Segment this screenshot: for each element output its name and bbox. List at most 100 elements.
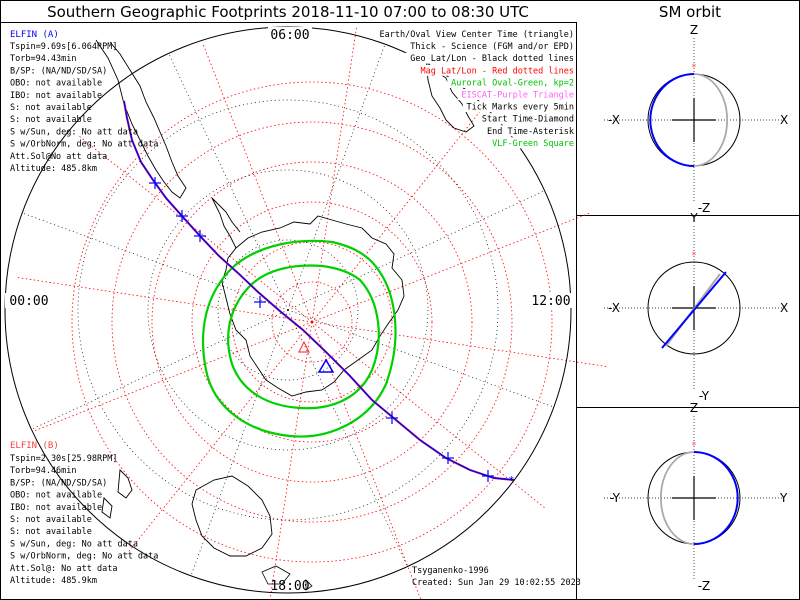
legend-entry: Auroral Oval-Green, kp=2	[451, 78, 574, 88]
geo-grid	[22, 44, 554, 576]
australia-outline	[191, 475, 273, 557]
legend-bg	[483, 125, 574, 137]
axis-label-bottom: -Y	[699, 389, 710, 403]
legend: Earth/Oval View Center Time (triangle) Th…	[374, 28, 574, 149]
info-line: S w/Sun, deg: No att data	[10, 127, 138, 137]
info-line: Att.Sol@No att data	[10, 152, 107, 162]
geo-lat-circle	[217, 239, 359, 381]
legend-bg	[447, 76, 574, 88]
axis-label-left: -Y	[610, 491, 621, 505]
polar-map: *	[4, 25, 609, 600]
info-line: IBO: not available	[10, 91, 102, 101]
legend-entry: VLF-Green Square	[492, 139, 574, 149]
info-line: Tspin=2.30s[25.98RPM]	[10, 454, 117, 464]
legend-entry: Tick Marks every 5min	[467, 103, 574, 113]
axis-label-right: Y	[779, 491, 788, 505]
orbit-panel-1: * Z -Z -X X	[604, 23, 788, 215]
figure-title: Southern Geographic Footprints 2018-11-1…	[47, 3, 529, 21]
elfin-a-track	[123, 100, 515, 481]
mag-lon-line	[311, 25, 358, 323]
hour-label-00: 00:00	[9, 294, 48, 309]
axis-label-right: X	[780, 113, 788, 127]
orbit-a-path	[693, 451, 739, 545]
elfin-b-track	[122, 100, 515, 482]
orbit-panel-3: * Z -Z -Y Y	[604, 401, 788, 593]
info-line: Tspin=9.69s[6.064RPM]	[10, 42, 117, 52]
mag-lon-line	[124, 321, 313, 557]
legend-bg	[488, 137, 574, 149]
info-line: IBO: not available	[10, 503, 102, 513]
hour-label-06: 06:00	[270, 28, 309, 43]
elfin-b-view-center-triangle	[298, 340, 310, 353]
axis-label-top: Y	[689, 211, 698, 225]
axis-label-bottom: -Z	[698, 201, 711, 215]
orbit-b-path	[693, 73, 729, 167]
elfin-b-info: ELFIN (B) Tspin=2.30s[25.98RPM] Torb=94.4…	[10, 441, 158, 586]
geo-lon-line	[287, 44, 386, 311]
mag-lat-circle	[231, 241, 393, 403]
legend-entry: Thick - Science (FGM and/or EPD)	[410, 42, 574, 52]
axis-label-right: X	[780, 301, 788, 315]
info-line: OBO: not available	[10, 491, 102, 501]
oval-inner	[227, 264, 380, 410]
mag-lat-circle	[271, 281, 353, 363]
info-line: Att.Sol@: No att data	[10, 564, 117, 574]
legend-entry: End Time-Asterisk	[487, 127, 574, 137]
info-line: Torb=94.46min	[10, 466, 77, 476]
orbit-a-path	[649, 73, 695, 167]
legend-bg	[478, 113, 574, 125]
orbit-marker: *	[691, 251, 696, 261]
hour-top-bg	[268, 27, 312, 41]
info-line: Torb=94.43min	[10, 54, 77, 64]
axis-label-bottom: -Z	[698, 579, 711, 593]
model-label: Tsyganenko-1996	[412, 566, 489, 576]
oval-outer	[201, 239, 397, 438]
legend-entry: Geo Lat/Lon - Black dotted lines	[410, 54, 574, 64]
legend-entry: Start Time-Diamond	[482, 115, 574, 125]
mag-lat-circle	[111, 121, 513, 523]
axis-label-top: Z	[690, 23, 698, 37]
info-line: B/SP: (NA/ND/SD/SA)	[10, 478, 107, 488]
info-line: S: not available	[10, 515, 92, 525]
elfin-a-name: ELFIN (A)	[10, 30, 59, 40]
orbit-marker: *	[691, 63, 696, 73]
geo-lon-line	[287, 309, 408, 567]
legend-entry: EISCAT-Purple Triangle	[461, 91, 574, 101]
geo-lon-line	[31, 309, 289, 430]
end-asterisk: *	[508, 474, 515, 487]
legend-bg	[405, 40, 574, 52]
info-line: S w/OrbNorm, deg: No att data	[10, 552, 158, 562]
new-zealand-outline	[101, 469, 133, 519]
geo-lat-circle	[77, 99, 499, 521]
elfin-a-lines: Tspin=9.69s[6.064RPM] Torb=94.43min B/SP: …	[10, 42, 158, 174]
orbit-panels: * Z -Z -X X * Y -Y -X X * Z -Z -Y Y	[604, 23, 788, 593]
info-line: Altitude: 485.8km	[10, 164, 97, 174]
continent-outlines	[95, 39, 475, 591]
orbit-a-path	[661, 271, 727, 349]
mag-lon-line	[311, 87, 500, 323]
legend-bg	[374, 28, 574, 40]
auroral-oval	[201, 239, 397, 438]
mag-lon-line	[32, 321, 313, 432]
legend-entry: Mag Lat/Lon - Red dotted lines	[420, 66, 574, 76]
info-line: B/SP: (NA/ND/SD/SA)	[10, 66, 107, 76]
geo-lon-line	[190, 309, 289, 576]
islands-outline	[261, 565, 313, 591]
info-line: Altitude: 485.9km	[10, 576, 97, 586]
orbit-panel-2: * Y -Y -X X	[604, 211, 788, 403]
orbit-marker: *	[691, 441, 696, 451]
created-label: Created: Sun Jan 29 10:02:55 2023	[412, 578, 581, 588]
axis-label-left: -X	[608, 113, 620, 127]
antarctica-outline	[221, 215, 405, 397]
geo-lon-line	[287, 190, 545, 311]
info-line: S: not available	[10, 527, 92, 537]
legend-bg	[416, 64, 574, 76]
info-line: OBO: not available	[10, 79, 102, 89]
legend-bg	[457, 89, 574, 100]
geo-lon-line	[22, 212, 289, 311]
orbit-b-path	[659, 451, 695, 545]
hour-right-bg	[528, 293, 574, 308]
info-line: S: not available	[10, 103, 92, 113]
geo-lat-circle	[147, 169, 429, 451]
